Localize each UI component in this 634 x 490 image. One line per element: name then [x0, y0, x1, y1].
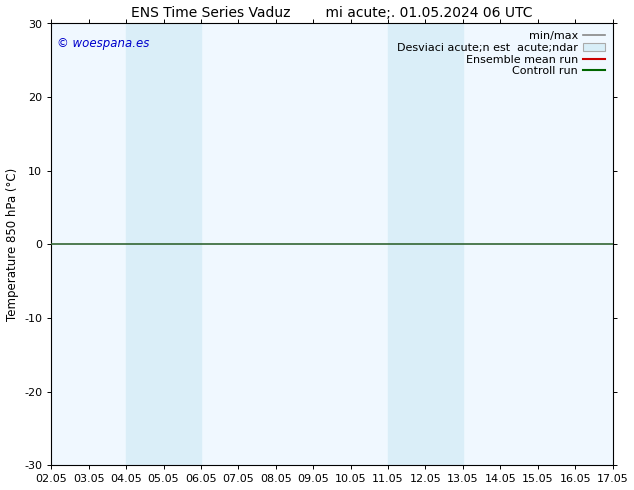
- Legend: min/max, Desviaci acute;n est  acute;ndar, Ensemble mean run, Controll run: min/max, Desviaci acute;n est acute;ndar…: [395, 29, 607, 78]
- Bar: [388, 24, 463, 465]
- Text: © woespana.es: © woespana.es: [57, 37, 149, 50]
- Y-axis label: Temperature 850 hPa (°C): Temperature 850 hPa (°C): [6, 168, 18, 321]
- Bar: [126, 24, 201, 465]
- Title: ENS Time Series Vaduz        mi acute;. 01.05.2024 06 UTC: ENS Time Series Vaduz mi acute;. 01.05.2…: [131, 5, 533, 20]
